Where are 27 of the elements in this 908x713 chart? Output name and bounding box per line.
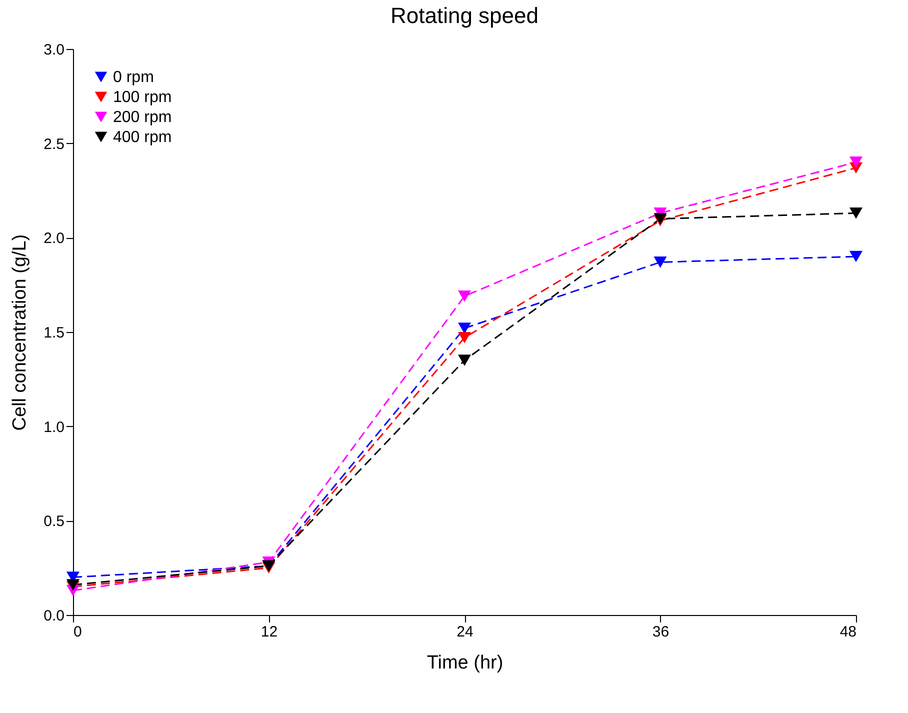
y-tick-label: 1.0: [44, 418, 64, 436]
legend-label: 200 rpm: [113, 109, 172, 126]
point: [458, 322, 472, 334]
point: [458, 290, 472, 302]
y-tick-label: 0.0: [44, 608, 64, 624]
x-tick-label: 36: [652, 624, 670, 640]
legend-label: 100 rpm: [113, 89, 172, 106]
x-tick-label: 24: [456, 624, 474, 640]
point: [849, 207, 863, 219]
point: [458, 354, 472, 366]
legend-label: 400 rpm: [113, 129, 172, 146]
point: [849, 250, 863, 262]
y-tick-label: 2.0: [44, 230, 64, 248]
chart-title: Rotating speed: [390, 3, 538, 28]
x-axis-title: Time (hr): [426, 652, 504, 674]
point: [849, 156, 863, 168]
y-tick-label: 2.5: [44, 136, 64, 153]
x-tick-label: 12: [260, 624, 278, 640]
legend-label: 0 rpm: [113, 69, 154, 86]
y-tick-label: 1.5: [44, 324, 64, 342]
y-tick-label: 0.5: [44, 513, 64, 530]
y-tick-label: 3.0: [44, 42, 64, 58]
point: [654, 256, 667, 268]
x-tick-label: 48: [840, 624, 856, 640]
y-axis-title: Cell concentration (g/L): [10, 234, 31, 431]
x-tick-label: 0: [74, 624, 82, 640]
point: [458, 332, 472, 344]
